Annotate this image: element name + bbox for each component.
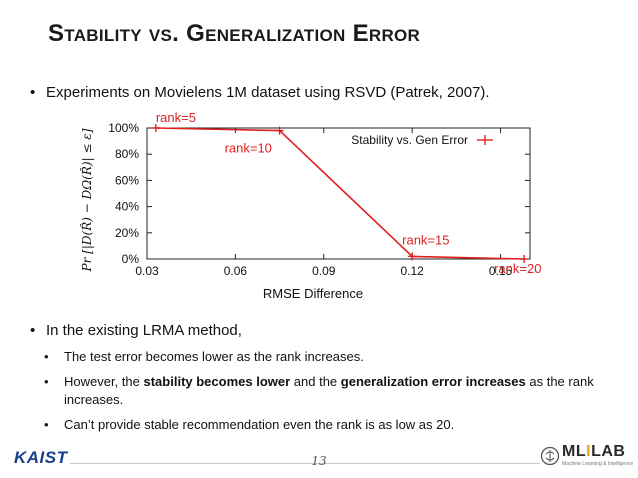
point-label: rank=15 bbox=[402, 232, 449, 247]
x-tick-label: 0.15 bbox=[489, 264, 513, 278]
brand-part: ML bbox=[562, 443, 587, 460]
sub-bullet-text: and the bbox=[290, 374, 341, 389]
emphasis-stability: stability becomes lower bbox=[143, 374, 291, 389]
bullet-dot: • bbox=[44, 374, 49, 389]
x-tick-label: 0.09 bbox=[312, 264, 336, 278]
y-tick-label: 60% bbox=[115, 173, 139, 187]
brand-part: LAB bbox=[591, 443, 626, 460]
y-tick-label: 100% bbox=[108, 121, 139, 135]
sub-bullet-text: However, the bbox=[64, 374, 144, 389]
y-tick-label: 80% bbox=[115, 147, 139, 161]
x-tick-label: 0.03 bbox=[135, 264, 159, 278]
point-label: rank=5 bbox=[156, 110, 196, 125]
brand-part-accent: I bbox=[586, 443, 592, 460]
chart-axes bbox=[146, 127, 531, 260]
footer-divider bbox=[70, 463, 540, 464]
data-point bbox=[520, 255, 529, 263]
lrma-bullet-text: In the existing LRMA method, bbox=[46, 322, 242, 339]
lrma-bullet: • In the existing LRMA method, bbox=[30, 322, 620, 340]
emphasis-generalization: generalization error increases bbox=[340, 374, 526, 389]
x-tick-label: 0.12 bbox=[400, 264, 424, 278]
sub-bullet-2: • However, the stability becomes lower an… bbox=[30, 373, 620, 409]
y-axis-label: Pr [|D(R̂) − DΩ(R̂)| ≤ ε] bbox=[79, 128, 94, 272]
bullet-dot: • bbox=[30, 84, 36, 101]
point-label: rank=10 bbox=[225, 141, 272, 156]
chart-point-labels: rank=5 rank=10 rank=15 rank=20 bbox=[156, 110, 542, 276]
intro-bullet: • Experiments on Movielens 1M dataset usi… bbox=[30, 84, 490, 101]
chart-legend: Stability vs. Gen Error bbox=[351, 133, 493, 147]
mlilab-logo: MLILAB Machine Learning & Intelligence bbox=[540, 443, 635, 475]
bullet-dot: • bbox=[44, 349, 49, 364]
y-tick-label: 40% bbox=[115, 200, 139, 214]
bullet-dot: • bbox=[44, 417, 49, 432]
x-tick-label: 0.06 bbox=[224, 264, 248, 278]
chart-ticks: 0.03 0.06 0.09 0.12 0.15 0% 20% 40% 60% 80% 100% bbox=[108, 121, 530, 278]
data-point bbox=[275, 126, 284, 135]
intro-bullet-text: Experiments on Movielens 1M dataset usin… bbox=[46, 84, 490, 101]
page-number: 13 bbox=[311, 454, 327, 468]
series-line bbox=[155, 127, 525, 260]
slide-title: Stability vs. Generalization Error bbox=[48, 20, 421, 47]
chart-series bbox=[151, 124, 529, 263]
y-tick-label: 20% bbox=[115, 226, 139, 240]
sub-bullet-text: Can’t provide stable recommendation even… bbox=[64, 417, 455, 432]
sub-bullet-text: as the rank increases. bbox=[64, 374, 594, 407]
bullet-dot: • bbox=[30, 322, 36, 339]
lrma-bullets: • In the existing LRMA method, • The test … bbox=[30, 322, 620, 441]
sub-bullet-text: The test error becomes lower as the rank… bbox=[64, 349, 364, 364]
mlilab-brand: MLILAB bbox=[562, 443, 625, 461]
data-point bbox=[151, 124, 160, 132]
y-tick-label: 0% bbox=[122, 252, 140, 266]
data-point bbox=[408, 252, 417, 261]
sub-bullet-3: • Can’t provide stable recommendation eve… bbox=[30, 416, 620, 434]
kaist-logo: KAIST bbox=[14, 448, 68, 467]
sub-bullet-1: • The test error becomes lower as the ran… bbox=[30, 348, 620, 366]
brain-icon bbox=[540, 446, 560, 466]
x-axis-label: RMSE Difference bbox=[263, 286, 363, 301]
mlilab-tagline: Machine Learning & Intelligence bbox=[562, 461, 634, 467]
plot-frame bbox=[146, 127, 531, 260]
point-label: rank=20 bbox=[494, 261, 541, 276]
legend-entry: Stability vs. Gen Error bbox=[351, 133, 468, 147]
